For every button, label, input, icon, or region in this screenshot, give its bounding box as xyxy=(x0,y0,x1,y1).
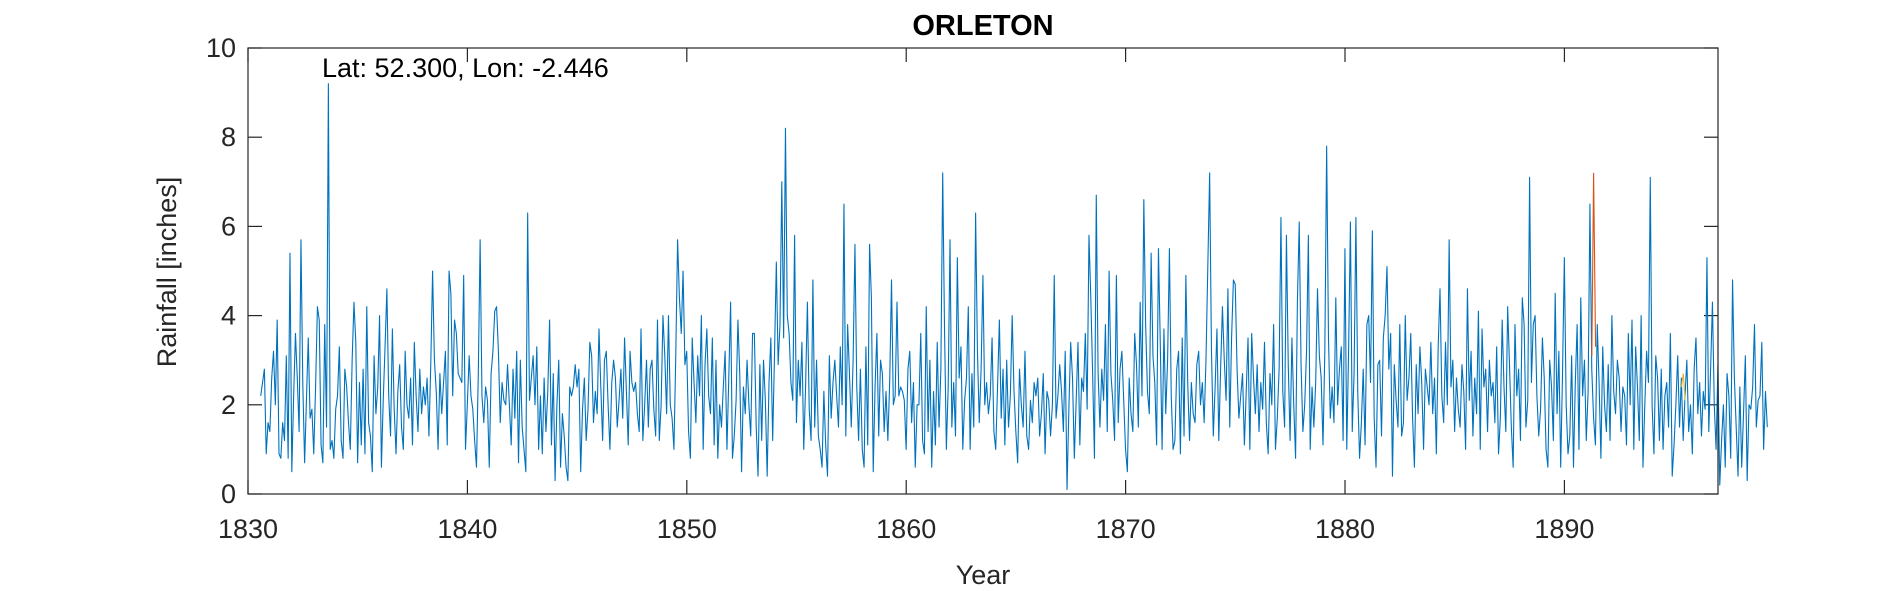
x-tick-label: 1880 xyxy=(1315,514,1375,544)
chart-title: ORLETON xyxy=(912,10,1053,42)
plot-background xyxy=(248,48,1718,494)
overlay-series-line xyxy=(1591,172,1597,356)
rainfall-series-line xyxy=(260,83,1768,491)
x-axis-label: Year xyxy=(956,560,1011,590)
y-tick-label: 4 xyxy=(221,301,236,331)
plot-frame xyxy=(247,47,1719,495)
y-tick-label: 2 xyxy=(221,390,236,420)
x-tick-label: 1870 xyxy=(1096,514,1156,544)
x-tick-label: 1840 xyxy=(437,514,497,544)
axis-ticks: 1830 1840 1850 1860 1870 1880 1890 0 2 4 6 8 10 xyxy=(206,33,1718,544)
y-tick-label: 10 xyxy=(206,33,236,63)
x-tick-label: 1890 xyxy=(1534,514,1594,544)
y-tick-label: 8 xyxy=(221,122,236,152)
y-axis-label: Rainfall [inches] xyxy=(152,177,182,368)
y-tick-label: 0 xyxy=(221,479,236,509)
x-tick-label: 1830 xyxy=(218,514,278,544)
x-tick-label: 1860 xyxy=(876,514,936,544)
series-layer xyxy=(260,83,1768,491)
x-tick-label: 1850 xyxy=(657,514,717,544)
y-tick-label: 6 xyxy=(221,211,236,241)
location-annotation: Lat: 52.300, Lon: -2.446 xyxy=(322,53,609,83)
overlay-series-line xyxy=(1680,373,1686,401)
